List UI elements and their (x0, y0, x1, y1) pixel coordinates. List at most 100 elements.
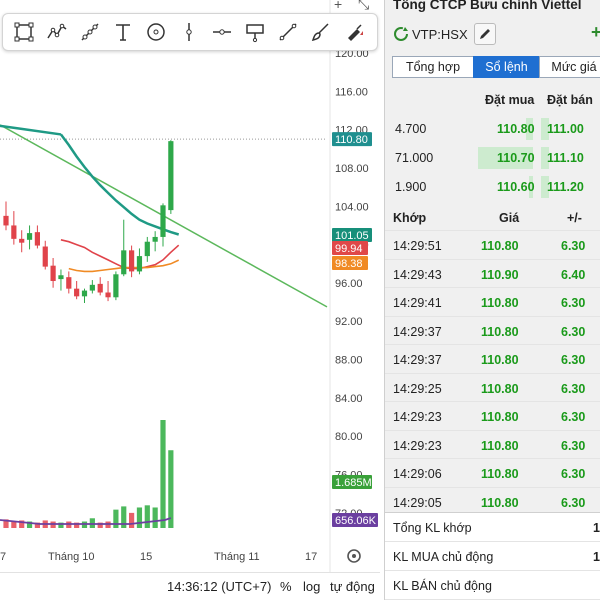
candle-body (105, 292, 111, 298)
trade-row: 14:29:43 110.90 6.40 (385, 258, 600, 288)
price-axis-label: 116.00 (335, 86, 368, 98)
percent-scale-button[interactable]: % (280, 579, 292, 594)
trade-change: 6.30 (561, 467, 586, 481)
orderbook-volume: 4.700 (395, 122, 427, 136)
candle-body (19, 238, 25, 243)
candle-body (26, 233, 33, 240)
chart-settings-icon[interactable] (347, 549, 361, 563)
trade-time: 14:29:23 (393, 410, 442, 424)
auto-scale-button[interactable]: tự động (330, 579, 375, 594)
ray-line-tool-icon[interactable] (271, 17, 304, 47)
path-tool-icon[interactable] (73, 17, 106, 47)
edit-ticker-button[interactable] (473, 23, 496, 45)
trade-row: 14:29:51 110.80 6.30 (385, 230, 600, 259)
horizontal-line-tool-icon[interactable] (205, 17, 238, 47)
tab-order-book[interactable]: Sổ lệnh (473, 56, 540, 78)
candle-body (144, 241, 150, 257)
trade-change: 6.30 (561, 438, 586, 453)
log-scale-button[interactable]: log (303, 579, 321, 594)
candle-body (58, 275, 64, 280)
summary-label: KL BÁN chủ động (393, 579, 492, 593)
plus-icon[interactable]: + (334, 0, 343, 12)
price-badge (332, 256, 368, 270)
trade-time: 14:29:41 (393, 296, 442, 310)
rectangle-tool-icon[interactable] (7, 17, 40, 47)
price-badge-label: 99.94 (335, 243, 363, 255)
match-time-header: Khớp (393, 211, 427, 225)
text-tool-icon[interactable] (106, 17, 139, 47)
moving-average-teal-left (0, 124, 62, 136)
trade-price: 110.90 (481, 267, 519, 282)
tab-price-levels[interactable]: Mức giá (539, 56, 600, 78)
zigzag-tool-icon[interactable] (40, 17, 73, 47)
trade-row: 14:29:25 110.80 6.30 (385, 372, 600, 402)
trades-header: Khớp Giá +/- (385, 208, 600, 230)
collapse-icon[interactable]: ⤡ (358, 0, 370, 12)
chart-top-strip: + ⤡ (0, 0, 380, 12)
trade-price: 110.80 (481, 438, 519, 453)
price-axis-label: 84.00 (335, 393, 363, 405)
trade-price: 110.80 (481, 495, 519, 510)
summary-row: KL MUA chủ động 1 (385, 542, 600, 571)
orderbook-row: 1.900 110.60 111.20 (385, 173, 600, 202)
sell-volume-bar (541, 147, 549, 169)
trade-row: 14:29:37 110.80 6.30 (385, 344, 600, 373)
price-badge-label: 101.05 (335, 230, 369, 242)
candle-body (97, 283, 103, 293)
pencil-icon (479, 29, 490, 39)
candle-body (50, 265, 56, 282)
candle-body (89, 284, 95, 291)
change-header: +/- (567, 211, 582, 225)
orderbook-table: 4.700 110.80 111.00 71.000 110.70 111.10 1.900… (385, 115, 600, 202)
target-tool-icon[interactable] (139, 17, 172, 47)
trade-time: 14:29:37 (393, 353, 442, 367)
candle-body (160, 205, 166, 237)
fill-tool-icon[interactable] (337, 17, 370, 47)
panel-tabs: Tổng hợp Sổ lệnh Mức giá (392, 56, 600, 78)
trades-table[interactable]: 14:29:51 110.80 6.30 14:29:43 110.90 6.40 14:2… (385, 230, 600, 515)
moving-average-teal (59, 133, 180, 236)
trade-change: 6.30 (561, 239, 586, 253)
marker-tool-icon[interactable] (238, 17, 271, 47)
trade-row: 14:29:23 110.80 6.30 (385, 401, 600, 430)
trade-price: 110.80 (481, 239, 519, 253)
volume-bar (136, 507, 143, 528)
candle-body (168, 141, 174, 211)
candle-body (42, 246, 48, 267)
candle-body (66, 277, 72, 289)
trade-change: 6.30 (561, 296, 586, 310)
candle-body (74, 288, 80, 297)
tab-summary[interactable]: Tổng hợp (392, 56, 474, 78)
volume-bar (11, 521, 17, 528)
orderbook-buy-price: 110.80 (497, 122, 535, 136)
chart-area[interactable]: 120.00116.00112.00108.00104.00100.0096.0… (0, 0, 380, 600)
trade-change: 6.30 (561, 410, 586, 424)
trade-time: 14:29:23 (393, 438, 442, 453)
summary-row: Tổng KL khớp 1 (385, 513, 600, 542)
chart-bottom-bar: 14:36:12 (UTC+7) % log tự động (0, 572, 380, 600)
volume-bar (26, 521, 33, 528)
moving-average-red (60, 239, 180, 270)
trade-price: 110.80 (481, 381, 519, 396)
price-badge (332, 228, 372, 242)
summary-row: KL BÁN chủ động (385, 571, 600, 600)
summary-value: 1 (593, 521, 600, 535)
trade-change: 6.30 (561, 381, 586, 396)
trade-time: 14:29:51 (393, 239, 442, 253)
buy-header: Đặt mua (485, 93, 535, 107)
orderbook-buy-price: 110.70 (497, 151, 535, 165)
sell-header: Đặt bán (547, 93, 593, 107)
refresh-icon[interactable] (393, 26, 409, 42)
add-icon[interactable]: + (591, 22, 600, 43)
vertical-line-tool-icon[interactable] (172, 17, 205, 47)
price-badge (332, 513, 378, 527)
price-chart[interactable]: 120.00116.00112.00108.00104.00100.0096.0… (0, 0, 380, 572)
volume-bar (97, 522, 103, 528)
brush-tool-icon[interactable] (304, 17, 337, 47)
candle-body (136, 256, 143, 272)
candle-body (34, 232, 40, 246)
trade-time: 14:29:05 (393, 495, 442, 510)
price-axis-label: 80.00 (335, 431, 363, 443)
volume-bar (129, 512, 135, 528)
volume-bar (3, 519, 9, 528)
